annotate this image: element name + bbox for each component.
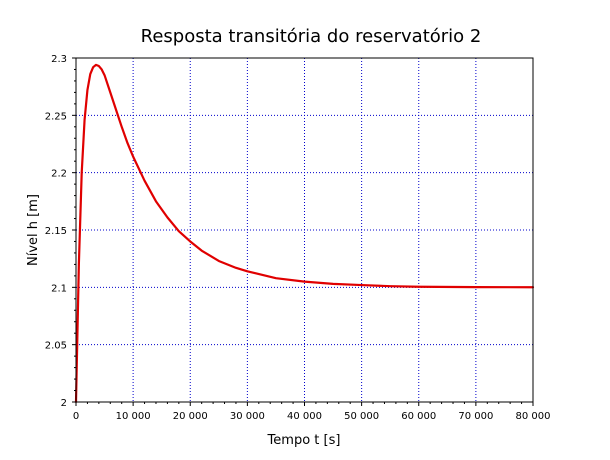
x-tick-label: 50 000 (344, 411, 379, 422)
y-tick-label: 2.3 (51, 54, 67, 65)
x-tick-label: 40 000 (287, 411, 322, 422)
y-tick-label: 2.25 (45, 111, 67, 122)
x-tick-label: 70 000 (458, 411, 493, 422)
y-tick-labels: 2 2.05 2.1 2.15 2.2 2.25 2.3 (45, 54, 67, 409)
y-tick-label: 2.2 (51, 169, 67, 180)
x-axis-label: Tempo t [s] (267, 433, 341, 448)
x-tick-label: 30 000 (230, 411, 265, 422)
x-tick-label: 0 (73, 411, 79, 422)
x-tick-label: 60 000 (401, 411, 436, 422)
y-tick-label: 2 (61, 398, 67, 409)
y-tick-label: 2.1 (51, 283, 67, 294)
x-tick-labels: 0 10 000 20 000 30 000 40 000 50 000 60 000 70 … (73, 411, 551, 422)
y-tick-label: 2.15 (45, 226, 67, 237)
x-tick-label: 80 000 (516, 411, 551, 422)
ticks (72, 57, 534, 406)
x-tick-label: 20 000 (173, 411, 208, 422)
series-line (74, 63, 535, 404)
x-tick-label: 10 000 (116, 411, 151, 422)
grid (76, 58, 533, 402)
y-axis-label: Nível h [m] (26, 194, 41, 266)
chart-title: Resposta transitória do reservatório 2 (141, 26, 482, 47)
y-tick-label: 2.05 (45, 341, 67, 352)
